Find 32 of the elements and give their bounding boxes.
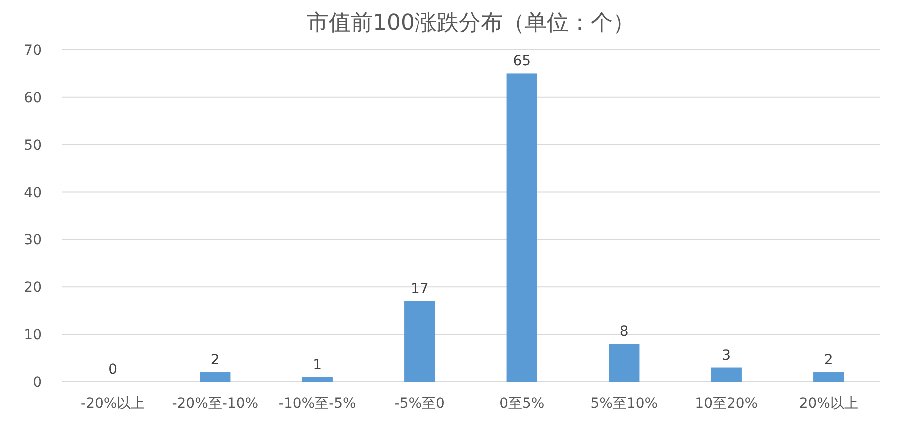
x-tick-label: 10至20% [695,396,758,412]
bar [814,372,844,382]
chart-title: 市值前100涨跌分布（单位：个） [307,11,635,36]
x-tick-label: -5%至0 [394,396,445,412]
data-label: 2 [824,352,834,369]
x-tick-label: 20%以上 [799,396,858,412]
x-tick-label: 5%至10% [590,396,658,412]
data-label: 65 [513,54,532,70]
data-label: 1 [313,357,322,374]
data-label: 0 [108,362,118,378]
y-tick-label: 40 [24,185,42,202]
x-tick-label: 0至5% [500,396,545,412]
bar [609,344,640,382]
y-tick-label: 30 [24,232,42,249]
data-label: 3 [722,348,732,364]
bar [302,377,333,382]
bar [404,301,436,382]
x-tick-label: -20%至-10% [172,396,259,412]
data-label: 8 [620,324,629,340]
data-label: 17 [410,281,429,298]
bar [506,74,538,382]
data-label: 2 [210,352,220,369]
x-tick-label: -10%至-5% [278,396,356,412]
y-tick-label: 10 [24,328,42,344]
y-tick-label: 60 [24,90,42,106]
bar [200,372,231,382]
bar [711,368,742,382]
y-tick-label: 0 [33,375,42,391]
y-tick-label: 20 [24,280,42,296]
y-tick-label: 50 [24,138,42,154]
y-tick-label: 70 [24,43,42,59]
x-tick-label: -20%以上 [81,396,146,412]
